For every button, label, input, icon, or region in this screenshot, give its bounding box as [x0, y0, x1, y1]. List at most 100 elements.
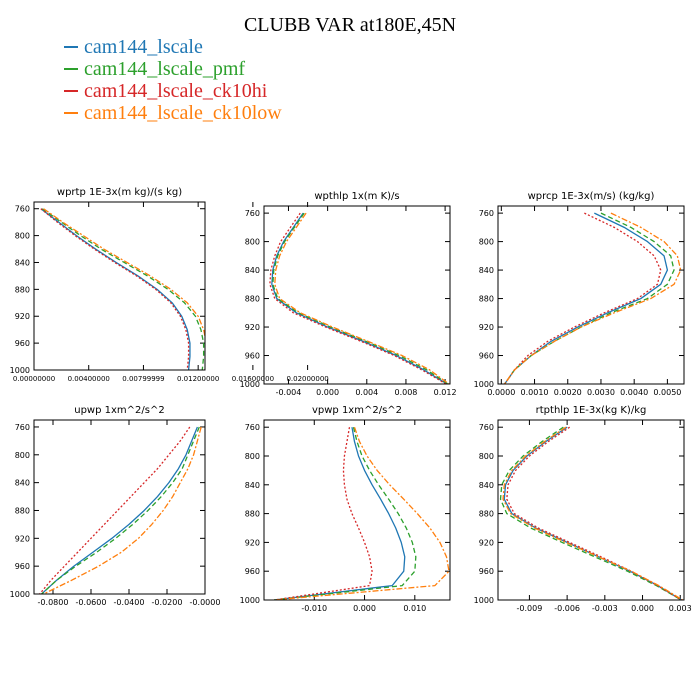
y-tick-label: 880: [479, 510, 494, 519]
series-group: [273, 426, 450, 600]
x-tick-label: 0.0020: [554, 388, 582, 397]
y-tick-label: 960: [479, 352, 494, 361]
y-tick-label: 760: [245, 209, 260, 218]
chart-panel: upwp 1xm^2/s^2 760 800 840 880 920 960 1000 -0.0…: [10, 405, 221, 607]
x-tick-label: -0.006: [554, 604, 580, 613]
panel-title: wprtp 1E-3x(m kg)/(s kg): [57, 187, 182, 198]
legend-item-lscale: cam144_lscale: [64, 36, 282, 58]
panel-title: vpwp 1xm^2/s^2: [312, 405, 402, 416]
series-line: [41, 426, 199, 594]
x-tick-label: 0.0040: [620, 388, 648, 397]
x-tick-label: 0.0000: [487, 388, 515, 397]
y-tick-label: 840: [245, 481, 260, 490]
x-tick-label: -0.0400: [114, 598, 145, 607]
series-line: [40, 208, 191, 370]
series-line: [503, 426, 682, 600]
x-tick-label: 0.008: [394, 388, 417, 397]
series-line: [41, 208, 205, 370]
panel-title: wprcp 1E-3x(m/s) (kg/kg): [528, 191, 655, 202]
y-tick-label: 840: [479, 266, 494, 275]
y-tick-label: 1000: [474, 596, 494, 605]
y-tick-label: 800: [15, 232, 30, 241]
plot-frame: [263, 205, 451, 385]
chart-panel: vpwp 1xm^2/s^2 760 800 840 880 920 960 1000 -0.0…: [240, 405, 451, 613]
y-tick-label: 1000: [240, 596, 260, 605]
x-tick-label: 0.02000000: [286, 375, 328, 383]
series-line: [504, 212, 669, 384]
plot-frame: [33, 419, 206, 595]
y-tick-label: 800: [245, 238, 260, 247]
x-tick-label: 0.003: [669, 604, 692, 613]
legend-swatch: [64, 90, 78, 92]
y-tick-label: 880: [15, 285, 30, 294]
x-tick-label: 0.0050: [653, 388, 681, 397]
x-tick-label: 0.01600000: [232, 375, 274, 383]
y-tick-label: 920: [245, 323, 260, 332]
y-tick-label: 760: [479, 209, 494, 218]
y-tick-label: 880: [15, 506, 30, 515]
x-tick-label: 0.004: [355, 388, 378, 397]
y-tick-label: 840: [15, 258, 30, 267]
x-tick-label: -0.010: [301, 604, 327, 613]
y-tick-label: 960: [15, 562, 30, 571]
series-line: [499, 426, 682, 600]
series-group: [269, 212, 450, 384]
x-tick-label: -0.0200: [152, 598, 183, 607]
chart-panel: wpthlp 1x(m K)/s 760 800 840 880 920 960 1000 -0…: [240, 191, 457, 397]
x-tick-label: 0.00000000: [13, 375, 55, 383]
series-line: [273, 427, 417, 600]
y-tick-label: 920: [479, 538, 494, 547]
legend: cam144_lscale cam144_lscale_pmf cam144_l…: [64, 36, 282, 124]
x-tick-label: 0.000: [631, 604, 654, 613]
panel-title: wpthlp 1x(m K)/s: [314, 191, 399, 202]
series-group: [504, 212, 682, 384]
y-tick-label: 960: [15, 339, 30, 348]
series-line: [273, 427, 406, 600]
y-tick-label: 960: [479, 567, 494, 576]
y-tick-label: 960: [245, 352, 260, 361]
y-tick-label: 760: [245, 423, 260, 432]
series-line: [273, 427, 373, 600]
legend-label: cam144_lscale_ck10low: [84, 101, 282, 124]
y-tick-label: 800: [479, 238, 494, 247]
plot-frame: [497, 205, 685, 385]
y-tick-label: 920: [15, 312, 30, 321]
y-tick-label: 960: [245, 567, 260, 576]
y-tick-label: 1000: [10, 590, 30, 599]
x-tick-label: -0.003: [592, 604, 618, 613]
y-tick-label: 920: [15, 534, 30, 543]
y-tick-label: 880: [245, 510, 260, 519]
x-tick-label: -0.0600: [76, 598, 107, 607]
y-tick-label: 840: [479, 481, 494, 490]
y-tick-label: 880: [479, 295, 494, 304]
legend-swatch: [64, 112, 78, 114]
chart-panel: rtpthlp 1E-3x(kg K)/kg 760 800 840 880 920 960…: [474, 405, 692, 613]
y-tick-label: 880: [245, 295, 260, 304]
x-tick-label: 0.00799999: [122, 375, 164, 383]
x-tick-label: 0.00400000: [68, 375, 110, 383]
series-line: [271, 212, 448, 384]
y-tick-label: 760: [15, 423, 30, 432]
series-line: [502, 426, 684, 600]
y-tick-label: 800: [245, 452, 260, 461]
y-tick-label: 1000: [240, 380, 260, 389]
y-tick-label: 1000: [474, 380, 494, 389]
panel-title: upwp 1xm^2/s^2: [74, 405, 164, 416]
y-tick-label: 920: [479, 323, 494, 332]
chart-panel: wprcp 1E-3x(m/s) (kg/kg) 760 800 840 880 920 9…: [474, 191, 685, 397]
series-line: [272, 212, 449, 384]
series-line: [43, 426, 202, 594]
y-tick-label: 840: [245, 266, 260, 275]
y-tick-label: 800: [15, 451, 30, 460]
x-tick-label: 0.0030: [587, 388, 615, 397]
legend-label: cam144_lscale_ck10hi: [84, 79, 268, 102]
series-line: [274, 212, 450, 384]
plot-frame: [497, 419, 685, 601]
series-line: [504, 212, 662, 384]
x-tick-label: 0.000: [353, 604, 376, 613]
x-tick-label: 0.0010: [521, 388, 549, 397]
y-tick-label: 800: [479, 452, 494, 461]
series-group: [39, 426, 202, 594]
legend-item-pmf: cam144_lscale_pmf: [64, 58, 282, 80]
